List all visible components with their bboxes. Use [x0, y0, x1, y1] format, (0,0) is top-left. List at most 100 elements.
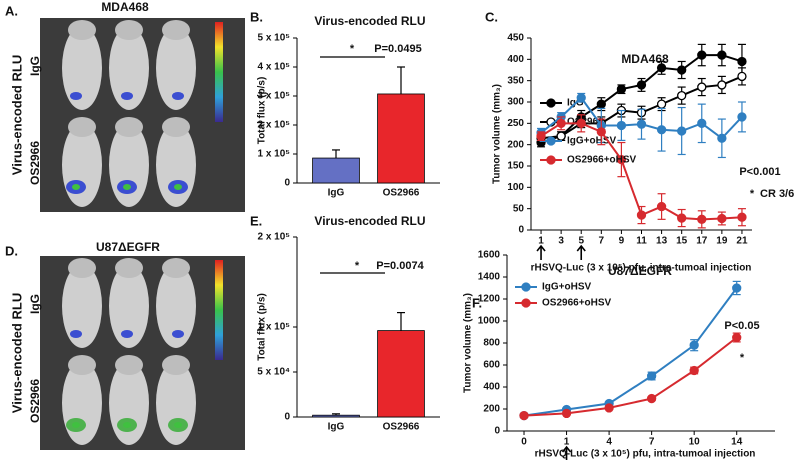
y-axis-label: Tumor volume (mm₃): [463, 293, 474, 393]
annotation: CR 3/6: [760, 188, 794, 200]
bar: [377, 330, 425, 418]
marker: [656, 125, 667, 135]
y-tick-label: 1000: [478, 316, 501, 327]
panel-label: D.: [5, 243, 18, 258]
marker: [646, 393, 657, 404]
marker: [689, 365, 699, 376]
marker: [677, 213, 687, 223]
y-axis-label: Total flux (p/s): [257, 293, 268, 361]
marker: [737, 71, 747, 82]
signal: [70, 92, 82, 100]
signal: [121, 330, 133, 338]
marker: [697, 50, 707, 60]
x-tick-label: 5: [578, 236, 584, 247]
y-tick-label: 0: [494, 426, 500, 437]
mouse-head: [162, 117, 190, 137]
row-label: OS2966: [28, 141, 42, 185]
annotation: P=0.0495: [374, 43, 421, 55]
x-tick-label: 10: [689, 437, 701, 448]
signal-core: [174, 422, 182, 428]
marker: [737, 212, 747, 222]
row-label: IgG: [28, 56, 42, 76]
signal: [172, 92, 184, 100]
mouse: [156, 26, 196, 110]
annotation: *: [750, 188, 755, 200]
y-tick-label: 50: [513, 203, 525, 214]
mouse-head: [68, 117, 96, 137]
legend-marker: [546, 98, 556, 108]
marker: [732, 283, 742, 293]
mouse: [62, 264, 102, 348]
injection-arrowhead: [576, 244, 586, 252]
y-tick-label: 0: [284, 178, 290, 189]
marker: [556, 131, 566, 141]
y-tick-label: 400: [483, 382, 500, 393]
mouse-head: [68, 258, 96, 278]
annotation: P=0.0074: [376, 260, 424, 272]
marker: [717, 80, 727, 90]
marker: [616, 154, 627, 165]
panel-label: F.: [472, 295, 482, 310]
marker: [689, 340, 699, 350]
y-tick-label: 2 x 10⁵: [258, 120, 291, 131]
annotation: *: [350, 43, 355, 55]
x-tick-label: OS2966: [383, 188, 420, 199]
marker: [556, 118, 566, 128]
legend-marker: [546, 136, 556, 146]
marker: [636, 80, 647, 90]
legend-label: IgG+oHSV: [567, 136, 617, 147]
marker: [656, 99, 667, 109]
marker: [737, 56, 747, 67]
marker: [636, 210, 647, 220]
panel-label: B.: [250, 9, 263, 24]
image-title: U87ΔEGFR: [96, 240, 160, 254]
chart-title: Virus-encoded RLU: [314, 14, 425, 28]
marker: [596, 99, 606, 109]
marker: [561, 408, 572, 419]
mouse-head: [68, 20, 96, 40]
y-tick-label: 5 x 10⁵: [258, 33, 291, 44]
mouse: [62, 26, 102, 110]
marker: [576, 93, 586, 103]
x-tick-label: 13: [656, 236, 668, 247]
marker: [656, 201, 667, 212]
x-tick-label: 1: [538, 236, 544, 247]
y-tick-label: 250: [507, 118, 524, 129]
panel-label: E.: [250, 213, 262, 228]
y-tick-label: 800: [483, 338, 500, 349]
color-bar: [215, 22, 223, 122]
x-tick-label: IgG: [328, 188, 345, 199]
annotation: *: [355, 260, 360, 272]
side-label: Virus-encoded RLU: [9, 55, 24, 175]
mouse-head: [115, 117, 143, 137]
marker: [616, 84, 627, 94]
mouse-head: [115, 20, 143, 40]
x-axis-label: rHSVQ-Luc (3 x 10⁵) pfu, intra-tumoal in…: [535, 449, 756, 460]
y-tick-label: 400: [507, 54, 524, 65]
y-tick-label: 2 x 10⁵: [258, 232, 291, 243]
panel-label: C.: [485, 9, 498, 24]
row-label: IgG: [28, 294, 42, 314]
y-tick-label: 1 x 10⁵: [258, 322, 291, 333]
marker: [717, 50, 727, 60]
marker: [576, 118, 586, 128]
series-line: [523, 287, 738, 417]
x-tick-label: 17: [696, 236, 708, 247]
marker: [677, 90, 687, 101]
marker: [604, 403, 614, 413]
mouse: [109, 264, 149, 348]
x-tick-label: 15: [676, 236, 688, 247]
y-tick-label: 200: [507, 139, 524, 150]
marker: [697, 82, 707, 92]
bar: [312, 414, 360, 418]
signal-core: [72, 422, 80, 428]
bar: [377, 93, 425, 184]
y-tick-label: 3 x 10⁵: [258, 91, 291, 102]
x-tick-label: 19: [716, 236, 728, 247]
marker: [732, 332, 742, 343]
x-tick-label: 21: [736, 236, 748, 247]
x-tick-label: 3: [558, 236, 564, 247]
y-tick-label: 4 x 10⁵: [258, 62, 291, 73]
chart-title: U87ΔEGFR: [608, 264, 672, 278]
chart-title: MDA468: [621, 52, 669, 66]
